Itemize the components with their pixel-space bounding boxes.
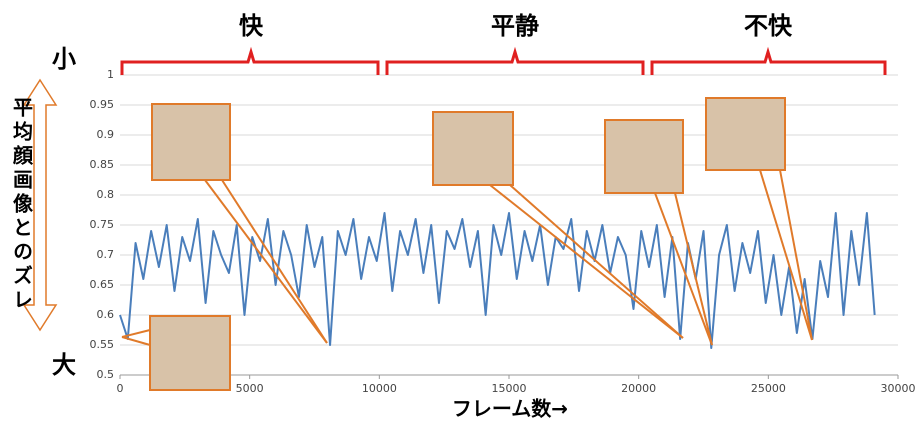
- pointer: [122, 337, 150, 345]
- chart: 0.5 0.55 0.6 0.65 0.7 0.75 0.8 0.85 0.9 0.95 1 0 500…: [0, 0, 920, 423]
- y-tick-label: 0.6: [97, 308, 115, 321]
- x-tick-label: 0: [117, 382, 124, 395]
- brace: [122, 52, 378, 75]
- y-tick-label: 0.7: [97, 248, 115, 261]
- x-tick-label: 30000: [881, 382, 916, 395]
- y-tick-label: 0.95: [90, 98, 115, 111]
- y-tick-label: 1: [107, 68, 114, 81]
- series-line: [120, 213, 875, 348]
- annotation: 快: [239, 12, 264, 40]
- y-tick-label: 0.55: [90, 338, 115, 351]
- y-tick-label: 0.75: [90, 218, 115, 231]
- plot: [120, 213, 875, 348]
- x-tick-label: 25000: [751, 382, 786, 395]
- face-image: [706, 98, 785, 170]
- x-tick-label: 15000: [492, 382, 527, 395]
- brace: [387, 52, 643, 75]
- face-image: [433, 112, 513, 185]
- y-top-label: 小: [52, 45, 76, 73]
- face-image: [605, 120, 683, 193]
- brace: [652, 52, 885, 75]
- y-bottom-label: 大: [52, 351, 76, 379]
- face-image: [152, 104, 230, 180]
- x-tick-label: 10000: [362, 382, 397, 395]
- y-tick-label: 0.9: [97, 128, 115, 141]
- x-tick-label: 20000: [621, 382, 656, 395]
- y-axis-label: 平均顔画像とのズレ: [10, 97, 34, 313]
- x-axis-label: フレーム数→: [452, 397, 568, 421]
- y-tick-label: 0.5: [97, 368, 115, 381]
- face-image: [150, 316, 230, 390]
- annotation: 平静: [491, 12, 539, 40]
- x-tick-label: 5000: [236, 382, 264, 395]
- pointer: [222, 180, 327, 343]
- y-tick-label: 0.85: [90, 158, 115, 171]
- y-tick-label: 0.8: [97, 188, 115, 201]
- y-tick-label: 0.65: [90, 278, 115, 291]
- annotation: 不快: [744, 12, 793, 40]
